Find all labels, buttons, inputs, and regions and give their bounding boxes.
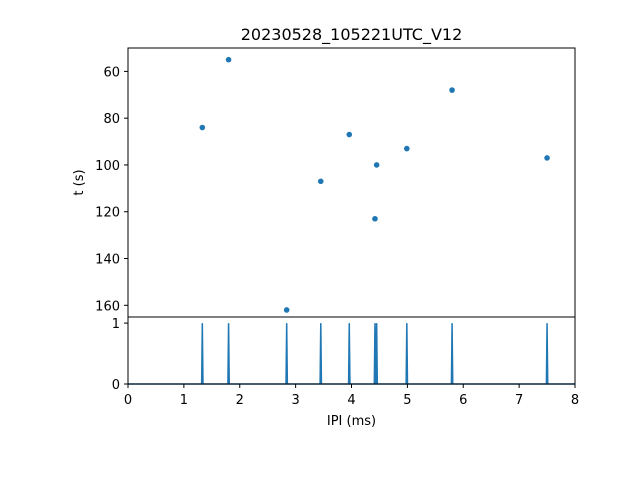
scatter-point — [373, 162, 380, 168]
x-tick-label: 6 — [459, 393, 467, 408]
histogram-y-ticks: 01 — [112, 317, 128, 393]
x-axis-label: IPI (ms) — [327, 414, 376, 429]
y-tick-label: 1 — [112, 317, 120, 332]
scatter-frame — [127, 47, 576, 318]
histogram-frame — [127, 316, 576, 385]
scatter-point — [283, 307, 290, 313]
x-tick-label: 5 — [403, 393, 411, 408]
histogram-x-ticks: 0 1 2 3 4 5 6 7 8 — [124, 384, 579, 408]
y-tick-label: 120 — [95, 206, 120, 221]
x-tick-label: 1 — [180, 393, 188, 408]
x-tick-label: 7 — [515, 393, 523, 408]
y-axis-label: t (s) — [72, 169, 87, 195]
x-tick-label: 2 — [236, 393, 244, 408]
y-tick-label: 140 — [95, 253, 120, 268]
scatter-point — [372, 215, 378, 222]
y-tick-label: 160 — [95, 299, 120, 314]
y-tick-label: 100 — [95, 159, 120, 174]
y-tick-label: 80 — [103, 112, 120, 127]
x-tick-label: 3 — [291, 393, 299, 408]
scatter-point — [346, 131, 353, 138]
scatter-panel: 60 80 100 120 140 160 — [95, 47, 576, 318]
scatter-point — [404, 145, 410, 152]
scatter-point — [449, 87, 455, 93]
scatter-point — [317, 178, 324, 185]
scatter-point — [199, 124, 206, 131]
x-tick-label: 0 — [124, 393, 132, 408]
x-tick-label: 4 — [347, 393, 355, 408]
scatter-point — [225, 56, 232, 63]
scatter-points — [199, 56, 550, 313]
chart-title: 20230528_105221UTC_V12 — [241, 25, 463, 45]
spike-series-line — [128, 323, 575, 385]
x-tick-label: 8 — [571, 393, 579, 408]
y-tick-label: 0 — [112, 378, 120, 393]
y-tick-label: 60 — [103, 65, 120, 80]
scatter-y-ticks: 60 80 100 120 140 160 — [95, 65, 128, 314]
scatter-point — [544, 155, 550, 161]
